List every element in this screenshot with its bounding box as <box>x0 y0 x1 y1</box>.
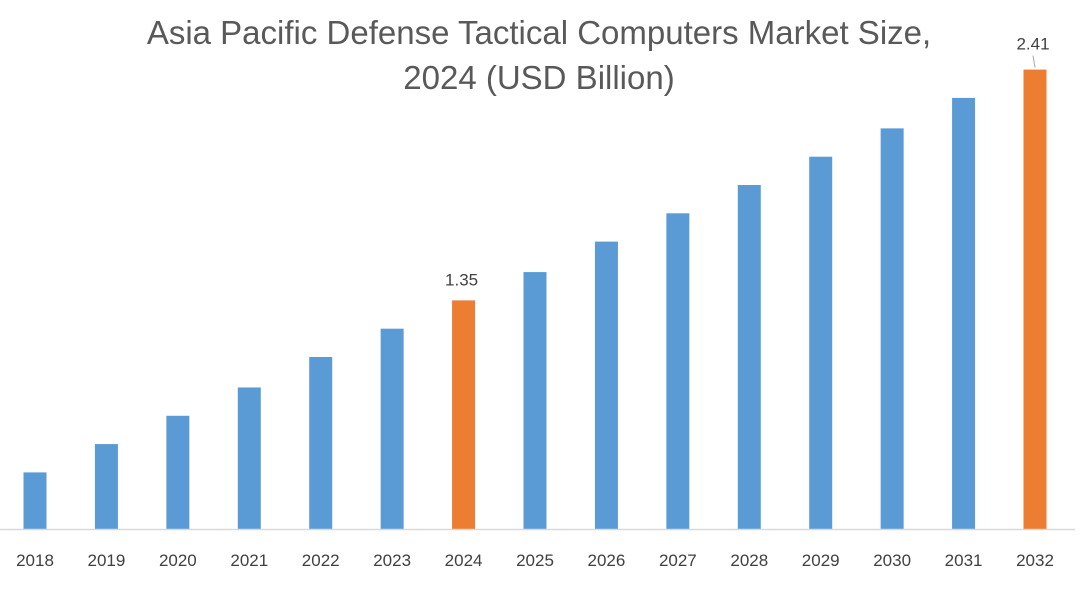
x-tick-label-2021: 2021 <box>230 551 268 570</box>
bar-2023 <box>380 328 404 529</box>
bar-2028 <box>737 184 761 529</box>
x-tick-label-2028: 2028 <box>730 551 768 570</box>
bar-2031 <box>952 97 976 530</box>
x-tick-label-2022: 2022 <box>302 551 340 570</box>
bar-2024 <box>452 300 476 529</box>
x-tick-label-2018: 2018 <box>16 551 54 570</box>
bar-2019 <box>94 444 118 529</box>
chart-title-line-2: 2024 (USD Billion) <box>403 59 675 96</box>
x-tick-label-2029: 2029 <box>802 551 840 570</box>
bar-2021 <box>237 387 261 529</box>
x-tick-label-2019: 2019 <box>88 551 126 570</box>
bar-2030 <box>880 128 904 529</box>
x-tick-label-2031: 2031 <box>945 551 983 570</box>
bar-2026 <box>594 241 618 529</box>
x-tick-label-2026: 2026 <box>588 551 626 570</box>
bar-2025 <box>523 272 547 529</box>
x-tick-label-2025: 2025 <box>516 551 554 570</box>
bar-2029 <box>809 156 833 529</box>
data-label-leader-line-2032 <box>1032 55 1036 68</box>
bar-2018 <box>23 472 47 529</box>
x-tick-label-2027: 2027 <box>659 551 697 570</box>
x-tick-label-2024: 2024 <box>445 551 483 570</box>
x-tick-label-2032: 2032 <box>1016 551 1054 570</box>
x-tick-label-2023: 2023 <box>373 551 411 570</box>
chart-title-line-1: Asia Pacific Defense Tactical Computers … <box>146 14 932 51</box>
bar-2027 <box>666 213 690 529</box>
data-label-2024: 1.35 <box>445 270 478 289</box>
bar-2022 <box>309 356 333 529</box>
x-tick-label-2020: 2020 <box>159 551 197 570</box>
bar-2020 <box>166 415 190 529</box>
data-label-2032: 2.41 <box>1016 35 1049 54</box>
bar-2032 <box>1023 69 1047 529</box>
chart-title: Asia Pacific Defense Tactical Computers … <box>0 10 1078 100</box>
x-tick-label-2030: 2030 <box>873 551 911 570</box>
